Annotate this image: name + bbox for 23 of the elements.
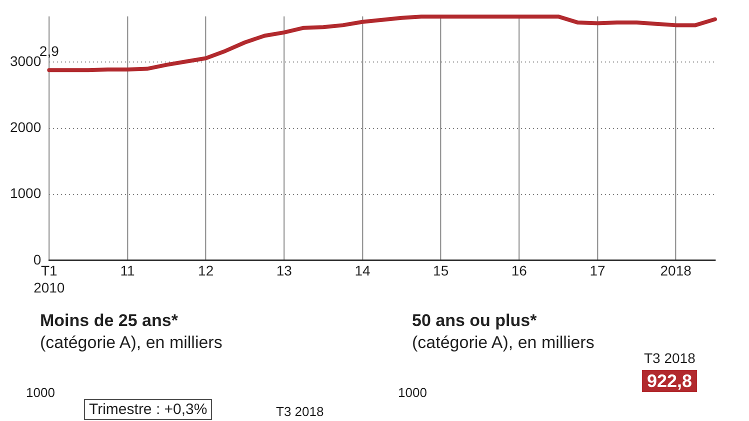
text: Trimestre : +0,3% [84, 399, 212, 420]
x-tick-label: 14 [354, 262, 370, 279]
x-tick-label: 13 [276, 262, 292, 279]
text: T3 2018 [644, 350, 696, 366]
text: (catégorie A), en milliers [412, 332, 594, 354]
y-tick-label: 2000 [10, 119, 42, 136]
text: 1000 [398, 385, 427, 400]
x-tick-label: 15 [433, 262, 449, 279]
y-tick-label: 0 [33, 251, 42, 268]
text: 922,8 [642, 370, 698, 392]
text: 1000 [26, 385, 55, 400]
x-tick-label: 17 [590, 262, 606, 279]
text: (catégorie A), en milliers [40, 332, 222, 354]
text: T3 2018 [276, 404, 324, 419]
x-tick-label: 12 [198, 262, 214, 279]
annotation: 2,9 [39, 43, 60, 60]
text: Moins de 25 ans* [40, 310, 179, 332]
x-tick-label: 2018 [660, 262, 692, 279]
text: 50 ans ou plus* [412, 310, 538, 332]
y-tick-label: 3000 [10, 53, 42, 70]
x-tick-label: 16 [511, 262, 528, 279]
y-tick-label: 1000 [10, 185, 42, 202]
x-tick-label: 11 [120, 262, 135, 279]
